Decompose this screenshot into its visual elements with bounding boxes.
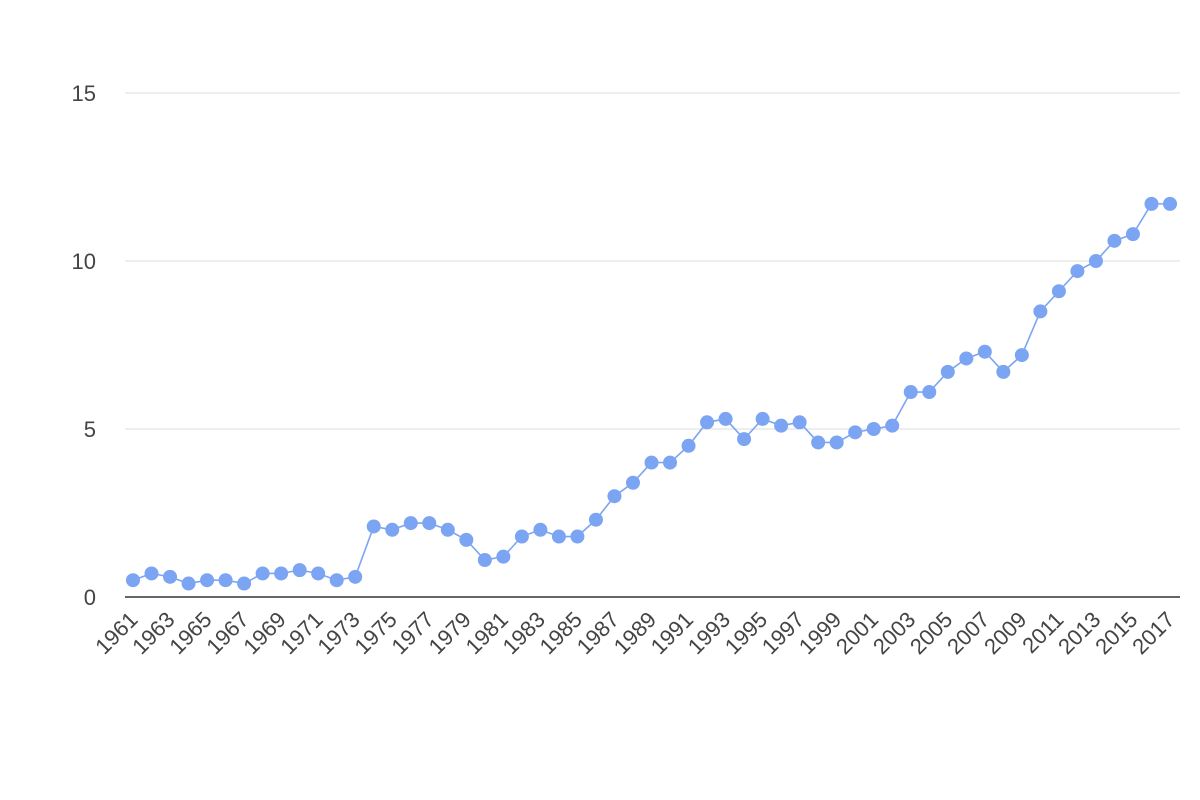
data-point (977, 344, 992, 359)
data-point (848, 425, 863, 440)
data-point (163, 569, 178, 584)
data-point (1051, 284, 1066, 299)
data-point (1033, 304, 1048, 319)
data-point (1107, 233, 1122, 248)
y-tick-label: 5 (84, 417, 96, 442)
data-point (700, 415, 715, 430)
data-point (1144, 196, 1159, 211)
y-tick-label: 10 (72, 249, 96, 274)
data-point (588, 512, 603, 527)
data-point (663, 455, 678, 470)
data-point (903, 385, 918, 400)
data-point (477, 553, 492, 568)
data-point (1070, 264, 1085, 279)
data-point (533, 522, 548, 537)
data-point (792, 415, 807, 430)
data-point (237, 576, 252, 591)
data-point (385, 522, 400, 537)
data-point (274, 566, 289, 581)
data-point (551, 529, 566, 544)
data-point (1088, 254, 1103, 268)
data-point (366, 519, 381, 534)
data-point (514, 529, 529, 544)
data-point (348, 569, 363, 584)
data-point (218, 573, 233, 588)
data-point (311, 566, 326, 581)
data-point (829, 435, 844, 450)
data-point (329, 573, 344, 588)
data-point (403, 516, 418, 531)
data-point (440, 522, 455, 537)
data-point (940, 364, 955, 379)
data-point (126, 573, 140, 588)
data-point (181, 576, 196, 591)
x-tick-label: 2017 (1127, 607, 1179, 659)
data-point (200, 573, 215, 588)
data-point (1014, 348, 1029, 363)
data-point (774, 418, 789, 433)
y-tick-label: 15 (72, 81, 96, 106)
data-point (885, 418, 900, 433)
data-point (459, 532, 474, 547)
data-point (496, 549, 511, 564)
data-point (718, 411, 733, 426)
data-point (811, 435, 826, 450)
data-point (866, 422, 881, 436)
data-point (996, 364, 1011, 379)
data-point (681, 438, 696, 453)
data-point (755, 411, 770, 426)
data-point (922, 385, 937, 400)
data-point (570, 529, 585, 544)
data-point (292, 563, 307, 578)
data-point (422, 516, 437, 531)
data-point (255, 566, 270, 581)
data-point (144, 566, 159, 581)
data-point (607, 489, 622, 504)
data-point (959, 351, 974, 366)
data-point (644, 455, 659, 470)
data-point (737, 432, 752, 447)
data-point (625, 475, 640, 490)
y-tick-label: 0 (84, 585, 96, 610)
data-point (1163, 196, 1177, 211)
data-point (1125, 227, 1140, 242)
